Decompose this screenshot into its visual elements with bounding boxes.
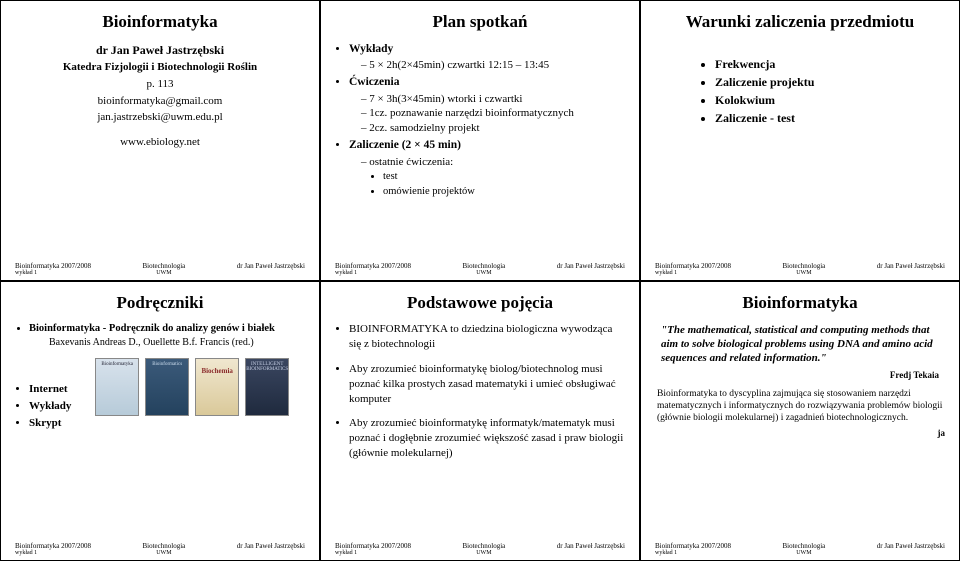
- course-title: Bioinformatyka: [15, 13, 305, 32]
- slide-footer: Bioinformatyka 2007/2008wykład 1 Biotech…: [655, 258, 945, 276]
- slide-3-requirements: Warunki zaliczenia przedmiotu Frekwencja…: [640, 0, 960, 281]
- concept-2: Aby zrozumieć bioinformatykę biolog/biot…: [349, 362, 625, 407]
- exercises-part1: 1cz. poznawanie narzędzi bioinformatyczn…: [361, 106, 625, 121]
- book-cover-4: INTELLIGENT BIOINFORMATICS: [245, 358, 289, 416]
- slide-footer: Bioinformatyka 2007/2008wykład 1 Biotech…: [15, 258, 305, 276]
- textbook-authors: Baxevanis Andreas D., Ouellette B.f. Fra…: [49, 336, 305, 350]
- assessment-test: test: [383, 170, 625, 184]
- exercises-schedule: 7 × 3h(3×45min) wtorki i czwartki: [361, 92, 625, 107]
- slide-2-plan: Plan spotkań Wykłady 5 × 2h(2×45min) czw…: [320, 0, 640, 281]
- slide-title: Bioinformatyka: [655, 294, 945, 313]
- resource-internet: Internet: [29, 382, 71, 397]
- lectures-detail: 5 × 2h(2×45min) czwartki 12:15 – 13:45: [361, 58, 625, 73]
- definition-quote: "The mathematical, statistical and compu…: [661, 324, 945, 365]
- slide-footer: Bioinformatyka 2007/2008wykład 1 Biotech…: [15, 538, 305, 556]
- instructor-name: dr Jan Paweł Jastrzębski: [15, 42, 305, 58]
- definition-pl: Bioinformatyka to dyscyplina zajmująca s…: [657, 388, 943, 425]
- website: www.ebiology.net: [15, 135, 305, 150]
- concept-1: BIOINFORMATYKA to dziedzina biologiczna …: [349, 322, 625, 352]
- book-cover-3: Biochemia: [195, 358, 239, 416]
- slide-6-definition: Bioinformatyka "The mathematical, statis…: [640, 281, 960, 561]
- email-2: jan.jastrzebski@uwm.edu.pl: [15, 110, 305, 125]
- quote-attribution: Fredj Tekaia: [655, 369, 939, 381]
- book-cover-1: Bioinformatyka: [95, 358, 139, 416]
- room: p. 113: [15, 77, 305, 92]
- email-1: bioinformatyka@gmail.com: [15, 94, 305, 109]
- slide-1-title: Bioinformatyka dr Jan Paweł Jastrzębski …: [0, 0, 320, 281]
- book-covers-row: Bioinformatyka Bioinformatics Biochemia …: [79, 358, 305, 435]
- slide-title: Plan spotkań: [335, 13, 625, 32]
- concept-3: Aby zrozumieć bioinformatykę informatyk/…: [349, 416, 625, 461]
- slide-title: Podstawowe pojęcia: [335, 294, 625, 313]
- last-exercises: ostatnie ćwiczenia: test omówienie proje…: [361, 155, 625, 199]
- assessment-projects: omówienie projektów: [383, 185, 625, 199]
- req-attendance: Frekwencja: [715, 56, 945, 72]
- department: Katedra Fizjologii i Biotechnologii Rośl…: [15, 60, 305, 75]
- slide-footer: Bioinformatyka 2007/2008wykład 1 Biotech…: [655, 538, 945, 556]
- req-project: Zaliczenie projektu: [715, 74, 945, 90]
- lectures-heading: Wykłady 5 × 2h(2×45min) czwartki 12:15 –…: [349, 42, 625, 73]
- main-textbook: Bioinformatyka - Podręcznik do analizy g…: [29, 322, 305, 350]
- slide-footer: Bioinformatyka 2007/2008wykład 1 Biotech…: [335, 258, 625, 276]
- slide-footer: Bioinformatyka 2007/2008wykład 1 Biotech…: [335, 538, 625, 556]
- slide-4-textbooks: Podręczniki Bioinformatyka - Podręcznik …: [0, 281, 320, 561]
- resource-script: Skrypt: [29, 416, 71, 431]
- exercises-part2: 2cz. samodzielny projekt: [361, 121, 625, 136]
- slide-5-concepts: Podstawowe pojęcia BIOINFORMATYKA to dzi…: [320, 281, 640, 561]
- exercises-heading: Ćwiczenia 7 × 3h(3×45min) wtorki i czwar…: [349, 75, 625, 136]
- req-exam: Kolokwium: [715, 92, 945, 108]
- assessment-heading: Zaliczenie (2 × 45 min) ostatnie ćwiczen…: [349, 138, 625, 199]
- req-test: Zaliczenie - test: [715, 110, 945, 126]
- book-cover-2: Bioinformatics: [145, 358, 189, 416]
- resource-lectures: Wykłady: [29, 399, 71, 414]
- signature: ja: [655, 427, 945, 439]
- slide-title: Warunki zaliczenia przedmiotu: [655, 13, 945, 32]
- slide-title: Podręczniki: [15, 294, 305, 313]
